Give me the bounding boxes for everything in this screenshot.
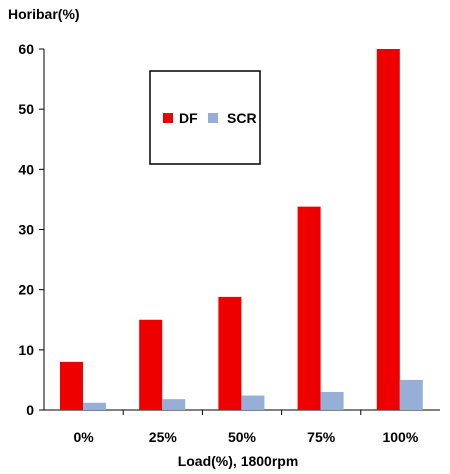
- y-tick-label: 20: [18, 282, 34, 298]
- bar-scr-4: [399, 379, 423, 410]
- x-axis-title: Load(%), 1800rpm: [178, 453, 299, 469]
- x-tick-label: 0%: [73, 429, 94, 445]
- legend-label-df: DF: [179, 110, 198, 126]
- x-tick-label: 75%: [307, 429, 336, 445]
- x-tick-label: 25%: [149, 429, 178, 445]
- legend-swatch-scr: [208, 113, 218, 123]
- x-tick-label: 50%: [228, 429, 257, 445]
- bar-df-1: [139, 319, 163, 410]
- y-tick-label: 0: [26, 402, 34, 418]
- bar-df-4: [376, 49, 400, 410]
- x-tick-label: 100%: [382, 429, 418, 445]
- axes: 0 10 20 30 40 50 60: [18, 41, 440, 418]
- legend-label-scr: SCR: [227, 110, 257, 126]
- legend: DF SCR: [149, 70, 261, 165]
- y-tick-label: 10: [18, 342, 34, 358]
- bar-df-0: [60, 361, 83, 410]
- x-tick-labels: 0% 25% 50% 75% 100%: [73, 429, 418, 445]
- y-tick-label: 50: [18, 101, 34, 117]
- y-axis-title: Horibar(%): [8, 6, 80, 22]
- y-tick-label: 40: [18, 161, 34, 177]
- bar-scr-0: [83, 402, 106, 410]
- y-tick-label: 30: [18, 222, 34, 238]
- y-tick-label: 60: [18, 41, 34, 57]
- bar-df-3: [297, 206, 321, 410]
- bar-scr-2: [241, 395, 265, 410]
- bar-scr-3: [320, 391, 344, 410]
- bar-df-2: [218, 296, 242, 410]
- legend-swatch-df: [163, 113, 173, 123]
- bars: [60, 49, 423, 410]
- bar-scr-1: [162, 399, 186, 410]
